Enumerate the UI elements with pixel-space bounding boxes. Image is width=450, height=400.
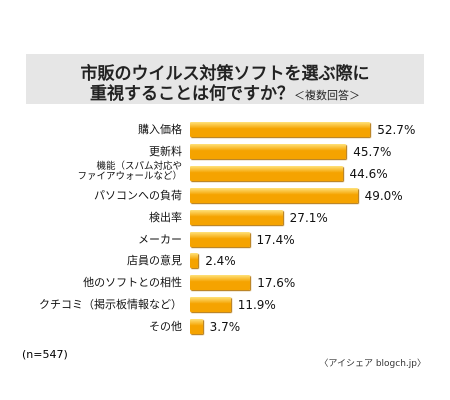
value-label: 45.7% xyxy=(353,144,392,159)
value-label: 2.4% xyxy=(205,254,236,269)
chart-subtitle: ＜複数回答＞ xyxy=(294,89,360,102)
bar xyxy=(190,275,251,291)
value-label: 17.6% xyxy=(257,276,296,291)
sample-size-note: (n=547) xyxy=(22,348,68,361)
value-label: 27.1% xyxy=(289,210,328,225)
category-label: 購入価格 xyxy=(138,123,182,136)
category-label: 更新料 xyxy=(149,144,182,158)
chart-title: 市販のウイルス対策ソフトを選ぶ際に xyxy=(80,64,370,84)
bar xyxy=(190,231,250,247)
value-label: 52.7% xyxy=(377,123,416,137)
bar xyxy=(190,187,358,203)
category-label: 他のソフトとの相性 xyxy=(83,276,182,290)
value-label: 11.9% xyxy=(237,298,276,313)
bar xyxy=(190,209,283,225)
category-label: その他 xyxy=(149,320,182,334)
value-label: 3.7% xyxy=(209,320,241,335)
value-label: 44.6% xyxy=(349,166,388,181)
bar xyxy=(190,297,231,313)
bar xyxy=(190,319,203,335)
source: 〈アイシェア blogch.jp〉 xyxy=(319,359,426,369)
bar xyxy=(190,165,343,181)
value-label: 17.4% xyxy=(256,232,295,247)
category-label: 検出率 xyxy=(149,210,182,224)
value-label: 49.0% xyxy=(364,188,403,203)
category-label: メーカー xyxy=(138,232,182,246)
category-label: 機能（スパム対応や ファイアウォールなど） xyxy=(77,160,182,182)
title-box: 市販のウイルス対策ソフトを選ぶ際に 重視することは何ですか？＜複数回答＞ xyxy=(26,54,424,104)
bar xyxy=(190,143,347,159)
chart-title: 重視することは何ですか？ xyxy=(90,84,294,104)
bar xyxy=(190,122,371,137)
category-label: パソコンへの負荷 xyxy=(94,188,182,202)
category-label: 店員の意見 xyxy=(127,254,182,268)
bar xyxy=(190,253,199,269)
category-label: クチコミ（掲示板情報など） xyxy=(39,298,182,312)
chart-title: 重視することは何ですか？＜複数回答＞ xyxy=(26,79,424,104)
